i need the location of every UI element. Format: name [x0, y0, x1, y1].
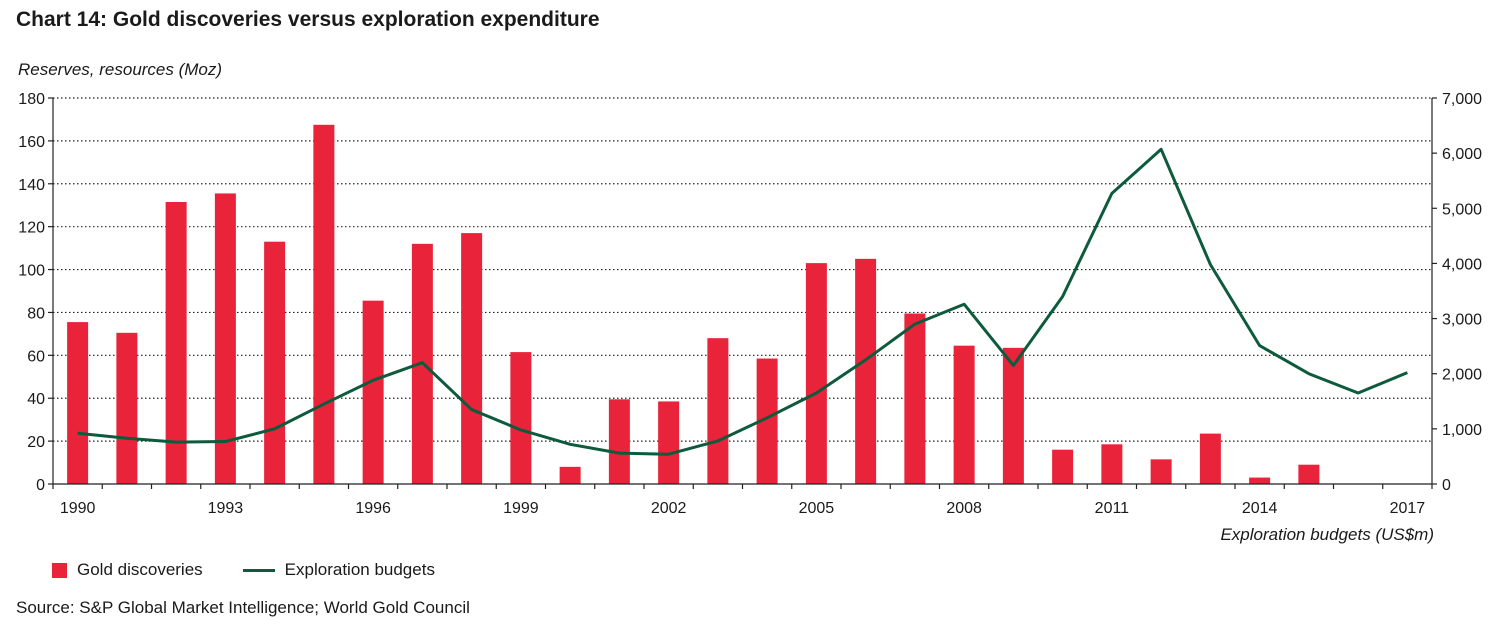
bar-2014 — [1249, 477, 1271, 484]
bar-2003 — [707, 338, 729, 484]
y-tick-label-left-60: 60 — [27, 348, 45, 365]
legend-label-exploration-budgets: Exploration budgets — [284, 560, 435, 579]
bar-1996 — [362, 300, 384, 484]
legend-bar-swatch — [52, 562, 67, 578]
bar-1993 — [214, 193, 236, 484]
x-tick-label-2017: 2017 — [1390, 500, 1426, 517]
bar-2009 — [1002, 347, 1024, 484]
bar-2007 — [904, 313, 926, 484]
legend-item-gold-discoveries: Gold discoveries — [52, 560, 203, 580]
bar-series — [67, 124, 1320, 485]
x-tick-label-1990: 1990 — [60, 500, 96, 517]
bar-2012 — [1150, 459, 1172, 484]
y-tick-label-left-120: 120 — [18, 220, 45, 237]
bar-2006 — [855, 258, 877, 484]
y-axis-left-label: Reserves, resources (Moz) — [18, 60, 223, 79]
y-tick-label-right-6000: 6,000 — [1442, 146, 1482, 163]
y-axis-right-label: Exploration budgets (US$m) — [1220, 525, 1434, 544]
exploration-budgets-line — [77, 147, 1408, 456]
y-tick-label-left-160: 160 — [18, 134, 45, 151]
bar-1990 — [67, 322, 89, 484]
y-tick-label-left-0: 0 — [36, 477, 45, 494]
x-tick-label-2008: 2008 — [946, 500, 982, 517]
bar-2015 — [1298, 464, 1320, 484]
line-series — [77, 147, 1408, 456]
bar-2011 — [1101, 444, 1123, 484]
y-tick-label-left-140: 140 — [18, 177, 45, 194]
y-tick-label-right-1000: 1,000 — [1442, 422, 1482, 439]
gridlines — [53, 97, 1432, 442]
y-tick-label-right-7000: 7,000 — [1442, 91, 1482, 108]
x-tick-label-2014: 2014 — [1242, 500, 1278, 517]
bar-2013 — [1199, 433, 1221, 484]
y-tick-label-right-4000: 4,000 — [1442, 256, 1482, 273]
y-tick-label-right-5000: 5,000 — [1442, 201, 1482, 218]
bar-1999 — [510, 352, 532, 484]
legend: Gold discoveries Exploration budgets — [52, 560, 475, 580]
bar-1992 — [165, 202, 187, 484]
legend-item-exploration-budgets: Exploration budgets — [242, 560, 435, 580]
axes: 0 20 40 60 80 100 120 140 160 180 0 1,000 2,000 3,000… — [18, 91, 1482, 517]
bar-2005 — [805, 263, 827, 484]
x-tick-label-2011: 2011 — [1095, 500, 1130, 517]
bar-2010 — [1052, 449, 1074, 484]
legend-line-swatch — [242, 568, 275, 572]
bar-2001 — [608, 399, 630, 484]
y-tick-label-left-180: 180 — [18, 91, 45, 108]
y-tick-label-left-80: 80 — [27, 305, 45, 322]
x-tick-label-1999: 1999 — [503, 500, 539, 517]
y-tick-label-left-40: 40 — [27, 391, 45, 408]
y-tick-label-right-3000: 3,000 — [1442, 312, 1482, 329]
y-tick-label-left-100: 100 — [18, 263, 45, 280]
x-tick-label-2005: 2005 — [799, 500, 835, 517]
y-tick-label-right-2000: 2,000 — [1442, 367, 1482, 384]
legend-label-gold-discoveries: Gold discoveries — [77, 560, 203, 579]
x-tick-label-2002: 2002 — [651, 500, 687, 517]
x-tick-label-1996: 1996 — [355, 500, 391, 517]
bar-1994 — [264, 241, 286, 484]
y-tick-label-right-0: 0 — [1442, 477, 1451, 494]
y-tick-label-left-20: 20 — [27, 434, 45, 451]
bar-2002 — [658, 401, 680, 484]
source-note: Source: S&P Global Market Intelligence; … — [16, 598, 470, 617]
x-tick-label-1993: 1993 — [208, 500, 244, 517]
bar-2008 — [953, 345, 975, 484]
bar-1998 — [461, 233, 483, 484]
bar-2004 — [756, 358, 778, 484]
bar-1995 — [313, 124, 335, 485]
bar-1991 — [116, 332, 138, 484]
chart-title: Chart 14: Gold discoveries versus explor… — [16, 8, 600, 31]
bar-2000 — [559, 466, 581, 484]
